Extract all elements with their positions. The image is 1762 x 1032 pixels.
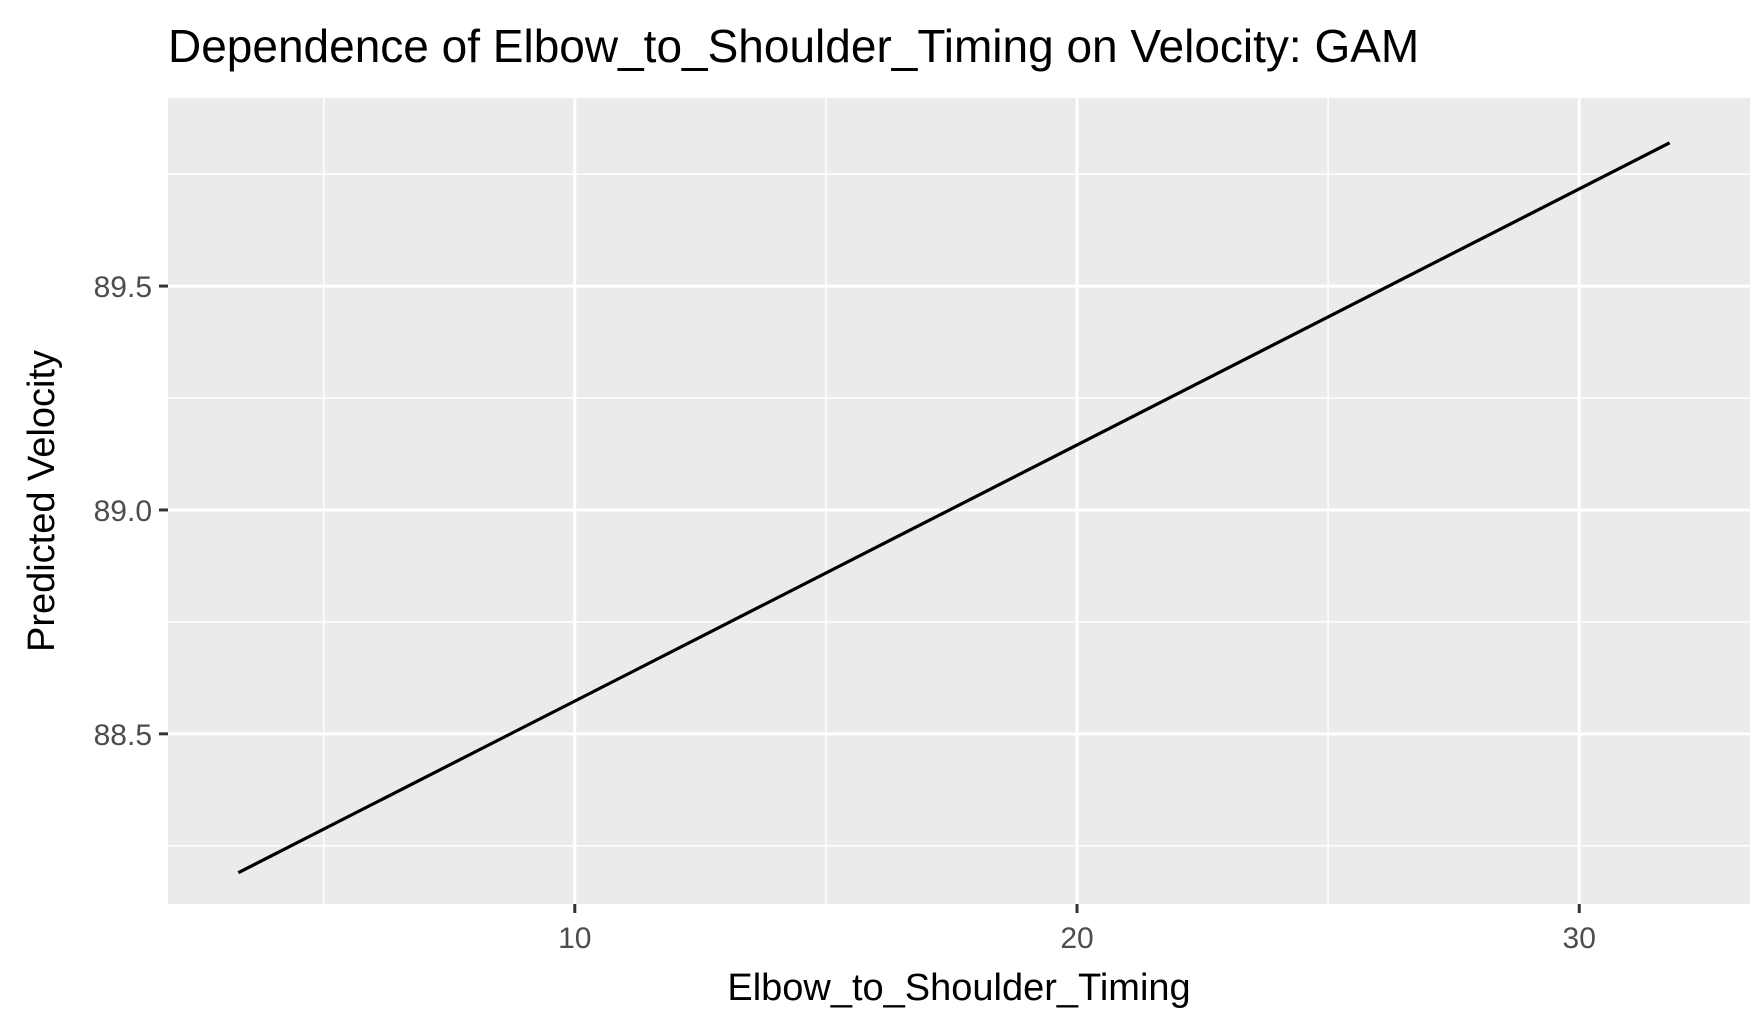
plot-panel [168,98,1750,904]
chart-title: Dependence of Elbow_to_Shoulder_Timing o… [168,20,1419,72]
minor-gridlines [168,98,1750,904]
major-gridlines [168,98,1750,904]
x-axis: 10 20 30 [558,904,1596,955]
series-layer [237,141,1671,875]
x-tick-label: 30 [1563,922,1596,955]
y-tick-label: 89.0 [94,495,152,528]
x-tick-label: 10 [558,922,591,955]
y-tick-label: 88.5 [94,719,152,752]
y-tick-label: 89.5 [94,271,152,304]
y-axis-title: Predicted Velocity [21,350,63,652]
x-axis-title: Elbow_to_Shoulder_Timing [727,967,1190,1009]
y-axis: 88.5 89.0 89.5 [94,271,168,752]
series-line [237,141,1671,875]
x-tick-label: 20 [1060,922,1093,955]
